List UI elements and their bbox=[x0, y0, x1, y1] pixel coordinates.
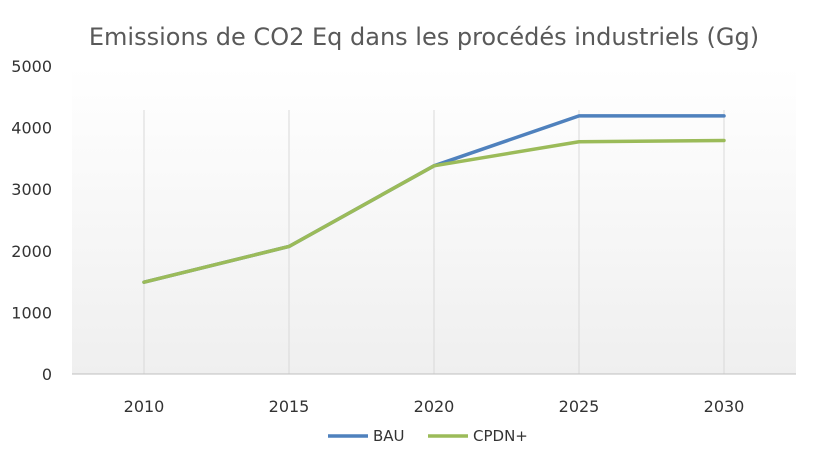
series-line-cpdn- bbox=[142, 138, 726, 284]
x-tick-label: 2030 bbox=[704, 397, 745, 416]
x-tick-label: 2010 bbox=[124, 397, 165, 416]
y-tick-label: 0 bbox=[42, 365, 52, 384]
y-tick-label: 1000 bbox=[11, 303, 52, 322]
y-tick-label: 4000 bbox=[11, 119, 52, 138]
x-tick-label: 2025 bbox=[559, 397, 600, 416]
y-tick-label: 5000 bbox=[11, 57, 52, 76]
legend-label-bau: BAU bbox=[373, 427, 405, 445]
y-tick-label: 3000 bbox=[11, 180, 52, 199]
x-tick-label: 2020 bbox=[414, 397, 455, 416]
legend-label-cpdn-: CPDN+ bbox=[473, 427, 528, 445]
y-tick-label: 2000 bbox=[11, 242, 52, 261]
x-tick-label: 2015 bbox=[269, 397, 310, 416]
chart-title: Emissions de CO2 Eq dans les procédés in… bbox=[89, 23, 759, 51]
